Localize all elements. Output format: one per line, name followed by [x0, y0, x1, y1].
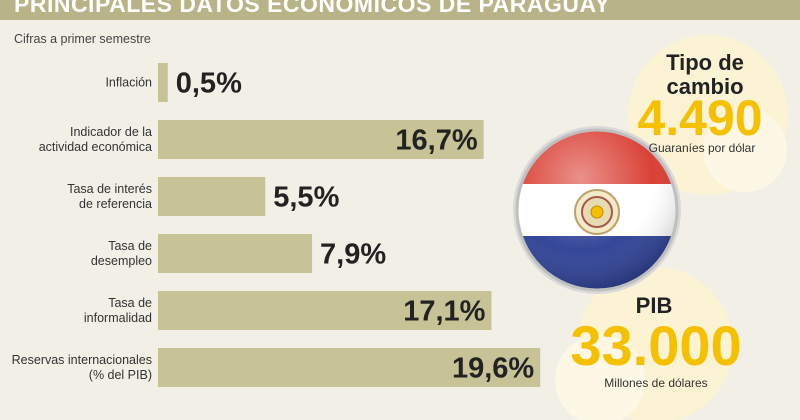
- bar-label-3-0: Tasa de: [108, 239, 152, 253]
- flag-seal-icon: [574, 189, 620, 235]
- bar-3: [158, 234, 313, 273]
- bar-label-1-0: Indicador de la: [70, 125, 152, 139]
- exchange-rate-unit: Guaraníes por dólar: [649, 141, 756, 155]
- bar-value-4: 17,1%: [403, 296, 485, 328]
- gdp-unit: Millones de dólares: [604, 376, 707, 390]
- bar-label-1-1: actividad económica: [39, 140, 152, 154]
- exchange-rate-title-line2: cambio: [666, 74, 743, 99]
- gdp-value: 33.000: [570, 314, 741, 377]
- bar-value-2: 5,5%: [273, 182, 339, 214]
- page-title: PRINCIPALES DATOS ECONÓMICOS DE PARAGUAY: [14, 0, 611, 17]
- bar-label-5-1: (% del PIB): [89, 368, 152, 382]
- bar-value-1: 16,7%: [395, 125, 477, 157]
- bar-value-3: 7,9%: [320, 239, 386, 271]
- exchange-rate-title-line1: Tipo de: [666, 50, 744, 75]
- bar-value-5: 19,6%: [452, 353, 534, 385]
- bar-label-4-0: Tasa de: [108, 296, 152, 310]
- bar-label-0-0: Inflación: [105, 76, 152, 90]
- bar-0: [158, 63, 168, 102]
- bar-2: [158, 177, 266, 216]
- chart-subtitle: Cifras a primer semestre: [14, 32, 151, 46]
- bar-1: [158, 120, 484, 159]
- bar-label-3-1: desempleo: [91, 254, 152, 268]
- bar-5: [158, 348, 541, 387]
- bar-label-5-0: Reservas internacionales: [12, 353, 152, 367]
- bar-label-4-1: informalidad: [84, 311, 152, 325]
- bar-4: [158, 291, 492, 330]
- bar-label-2-1: de referencia: [79, 197, 152, 211]
- gdp-title: PIB: [636, 293, 673, 318]
- header-bar: PRINCIPALES DATOS ECONÓMICOS DE PARAGUAY: [0, 0, 800, 20]
- gdp-circle-bg-2: [555, 335, 645, 420]
- exchange-rate-circle-bg-2: [703, 108, 787, 192]
- exchange-rate-value: 4.490: [637, 90, 762, 146]
- bar-label-2-0: Tasa de interés: [67, 182, 152, 196]
- bar-value-0: 0,5%: [176, 68, 242, 100]
